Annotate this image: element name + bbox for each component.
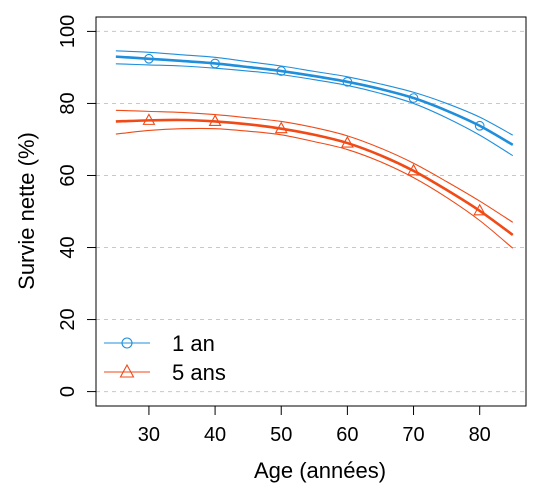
data-point-2 (473, 203, 487, 216)
data-point-1 (210, 58, 220, 69)
x-axis: 30 40 50 60 70 80 (138, 406, 491, 446)
data-point-1 (276, 66, 287, 76)
y-tick-label: 40 (57, 236, 79, 258)
data-point-1 (342, 76, 353, 87)
series-group (115, 50, 514, 249)
x-tick-label: 30 (138, 424, 160, 446)
ci-lower-line-2 (115, 127, 514, 249)
x-tick-label: 80 (469, 424, 491, 446)
data-point-1 (474, 120, 485, 131)
ci-upper-line-1 (115, 50, 514, 136)
series-line-2 (115, 118, 514, 236)
data-point-2 (407, 163, 420, 176)
data-point-2 (208, 114, 222, 127)
x-tick-label: 50 (270, 424, 292, 446)
x-tick-label: 40 (204, 424, 226, 446)
grid (96, 30, 526, 393)
x-axis-title: Age (années) (254, 458, 386, 483)
data-point-1 (408, 93, 419, 103)
y-tick-label: 80 (57, 92, 79, 114)
y-tick-label: 0 (57, 386, 79, 397)
marker-group (142, 53, 487, 216)
data-point-2 (340, 135, 354, 148)
x-tick-label: 60 (336, 424, 358, 446)
y-tick-label: 100 (57, 15, 79, 48)
data-point-1 (144, 53, 154, 64)
series-line-1 (115, 55, 514, 146)
y-axis: 0 20 40 60 80 100 (57, 15, 96, 397)
legend-marker-1 (121, 337, 133, 349)
data-point-2 (142, 113, 156, 125)
y-tick-label: 60 (57, 164, 79, 186)
plot-frame (95, 16, 527, 407)
legend-label-1: 1 an (172, 331, 215, 356)
x-tick-label: 70 (402, 424, 424, 446)
y-tick-label: 20 (57, 308, 79, 330)
ci-lower-line-1 (115, 63, 514, 157)
legend-label-2: 5 ans (172, 360, 226, 385)
legend-marker-2 (119, 363, 135, 378)
ci-upper-line-2 (115, 109, 514, 223)
legend: 1 an 5 ans (104, 331, 226, 385)
data-point-2 (274, 121, 288, 134)
y-axis-title: Survie nette (%) (14, 132, 39, 290)
